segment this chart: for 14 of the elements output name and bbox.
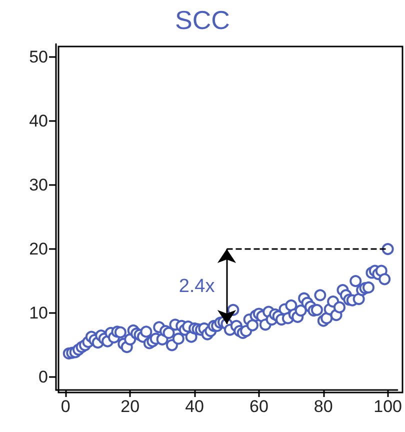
chart-title: SCC	[175, 5, 230, 35]
y-tick-label: 30	[29, 175, 48, 194]
x-tick-label: 100	[374, 397, 402, 416]
x-tick-label: 80	[314, 397, 333, 416]
y-tick-label: 0	[38, 368, 48, 387]
y-tick-label: 40	[29, 111, 48, 130]
y-tick-label: 50	[29, 47, 48, 66]
x-tick-label: 60	[249, 397, 268, 416]
y-tick-label: 20	[29, 240, 48, 259]
x-tick-label: 40	[185, 397, 204, 416]
x-tick-label: 20	[120, 397, 140, 416]
annotation: 2.4x	[178, 276, 216, 298]
x-tick-label: 0	[60, 397, 70, 416]
y-tick-label: 10	[29, 304, 48, 323]
